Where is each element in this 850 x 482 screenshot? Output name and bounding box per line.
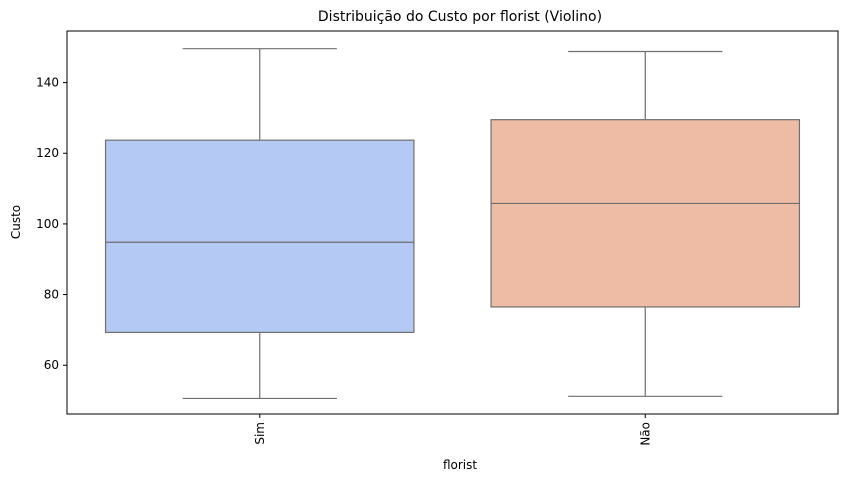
- box-nao: [490, 119, 801, 308]
- plot-frame: [66, 30, 839, 415]
- y-tick-label-60: 60: [44, 358, 59, 372]
- x-tick-label-sim: Sim: [253, 422, 267, 445]
- plot-area: 60 80 100 120 140 Sim Não: [36, 30, 839, 446]
- x-tick-label-nao: Não: [638, 422, 652, 446]
- x-axis-label: florist: [443, 458, 477, 472]
- chart-title: Distribuição do Custo por florist (Violi…: [318, 9, 602, 25]
- y-tick-label-100: 100: [36, 217, 59, 231]
- y-tick-label-140: 140: [36, 76, 59, 90]
- y-axis-label: Custo: [9, 205, 23, 239]
- y-tick-label-120: 120: [36, 146, 59, 160]
- y-tick-label-80: 80: [44, 288, 59, 302]
- box-sim: [104, 139, 415, 333]
